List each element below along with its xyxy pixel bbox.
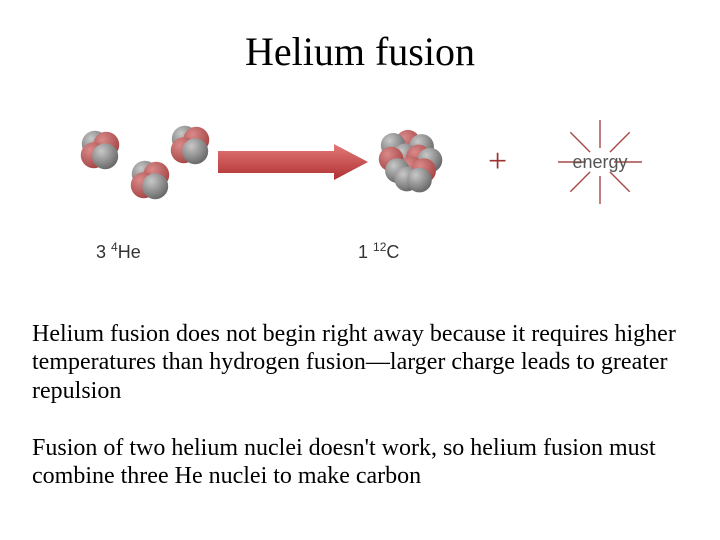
product-mass: 12 [373,240,386,254]
energy-label: energy [572,152,627,172]
product-symbol: C [386,242,399,262]
reactant-count: 3 [96,242,111,262]
product-cluster [379,130,443,192]
plus-icon: + [488,143,507,180]
reactant-clusters [81,126,209,199]
product-count: 1 [358,242,373,262]
reaction-arrow-icon [218,144,368,180]
body-paragraph-2: Fusion of two helium nuclei doesn't work… [32,434,688,491]
reactant-symbol: He [118,242,141,262]
reactant-mass: 4 [111,240,118,254]
product-label: 1 12C [358,240,399,263]
body-paragraph-1: Helium fusion does not begin right away … [32,320,688,405]
page-title: Helium fusion [0,28,720,75]
fusion-diagram: + energy [40,90,680,260]
reactant-label: 3 4He [96,240,141,263]
